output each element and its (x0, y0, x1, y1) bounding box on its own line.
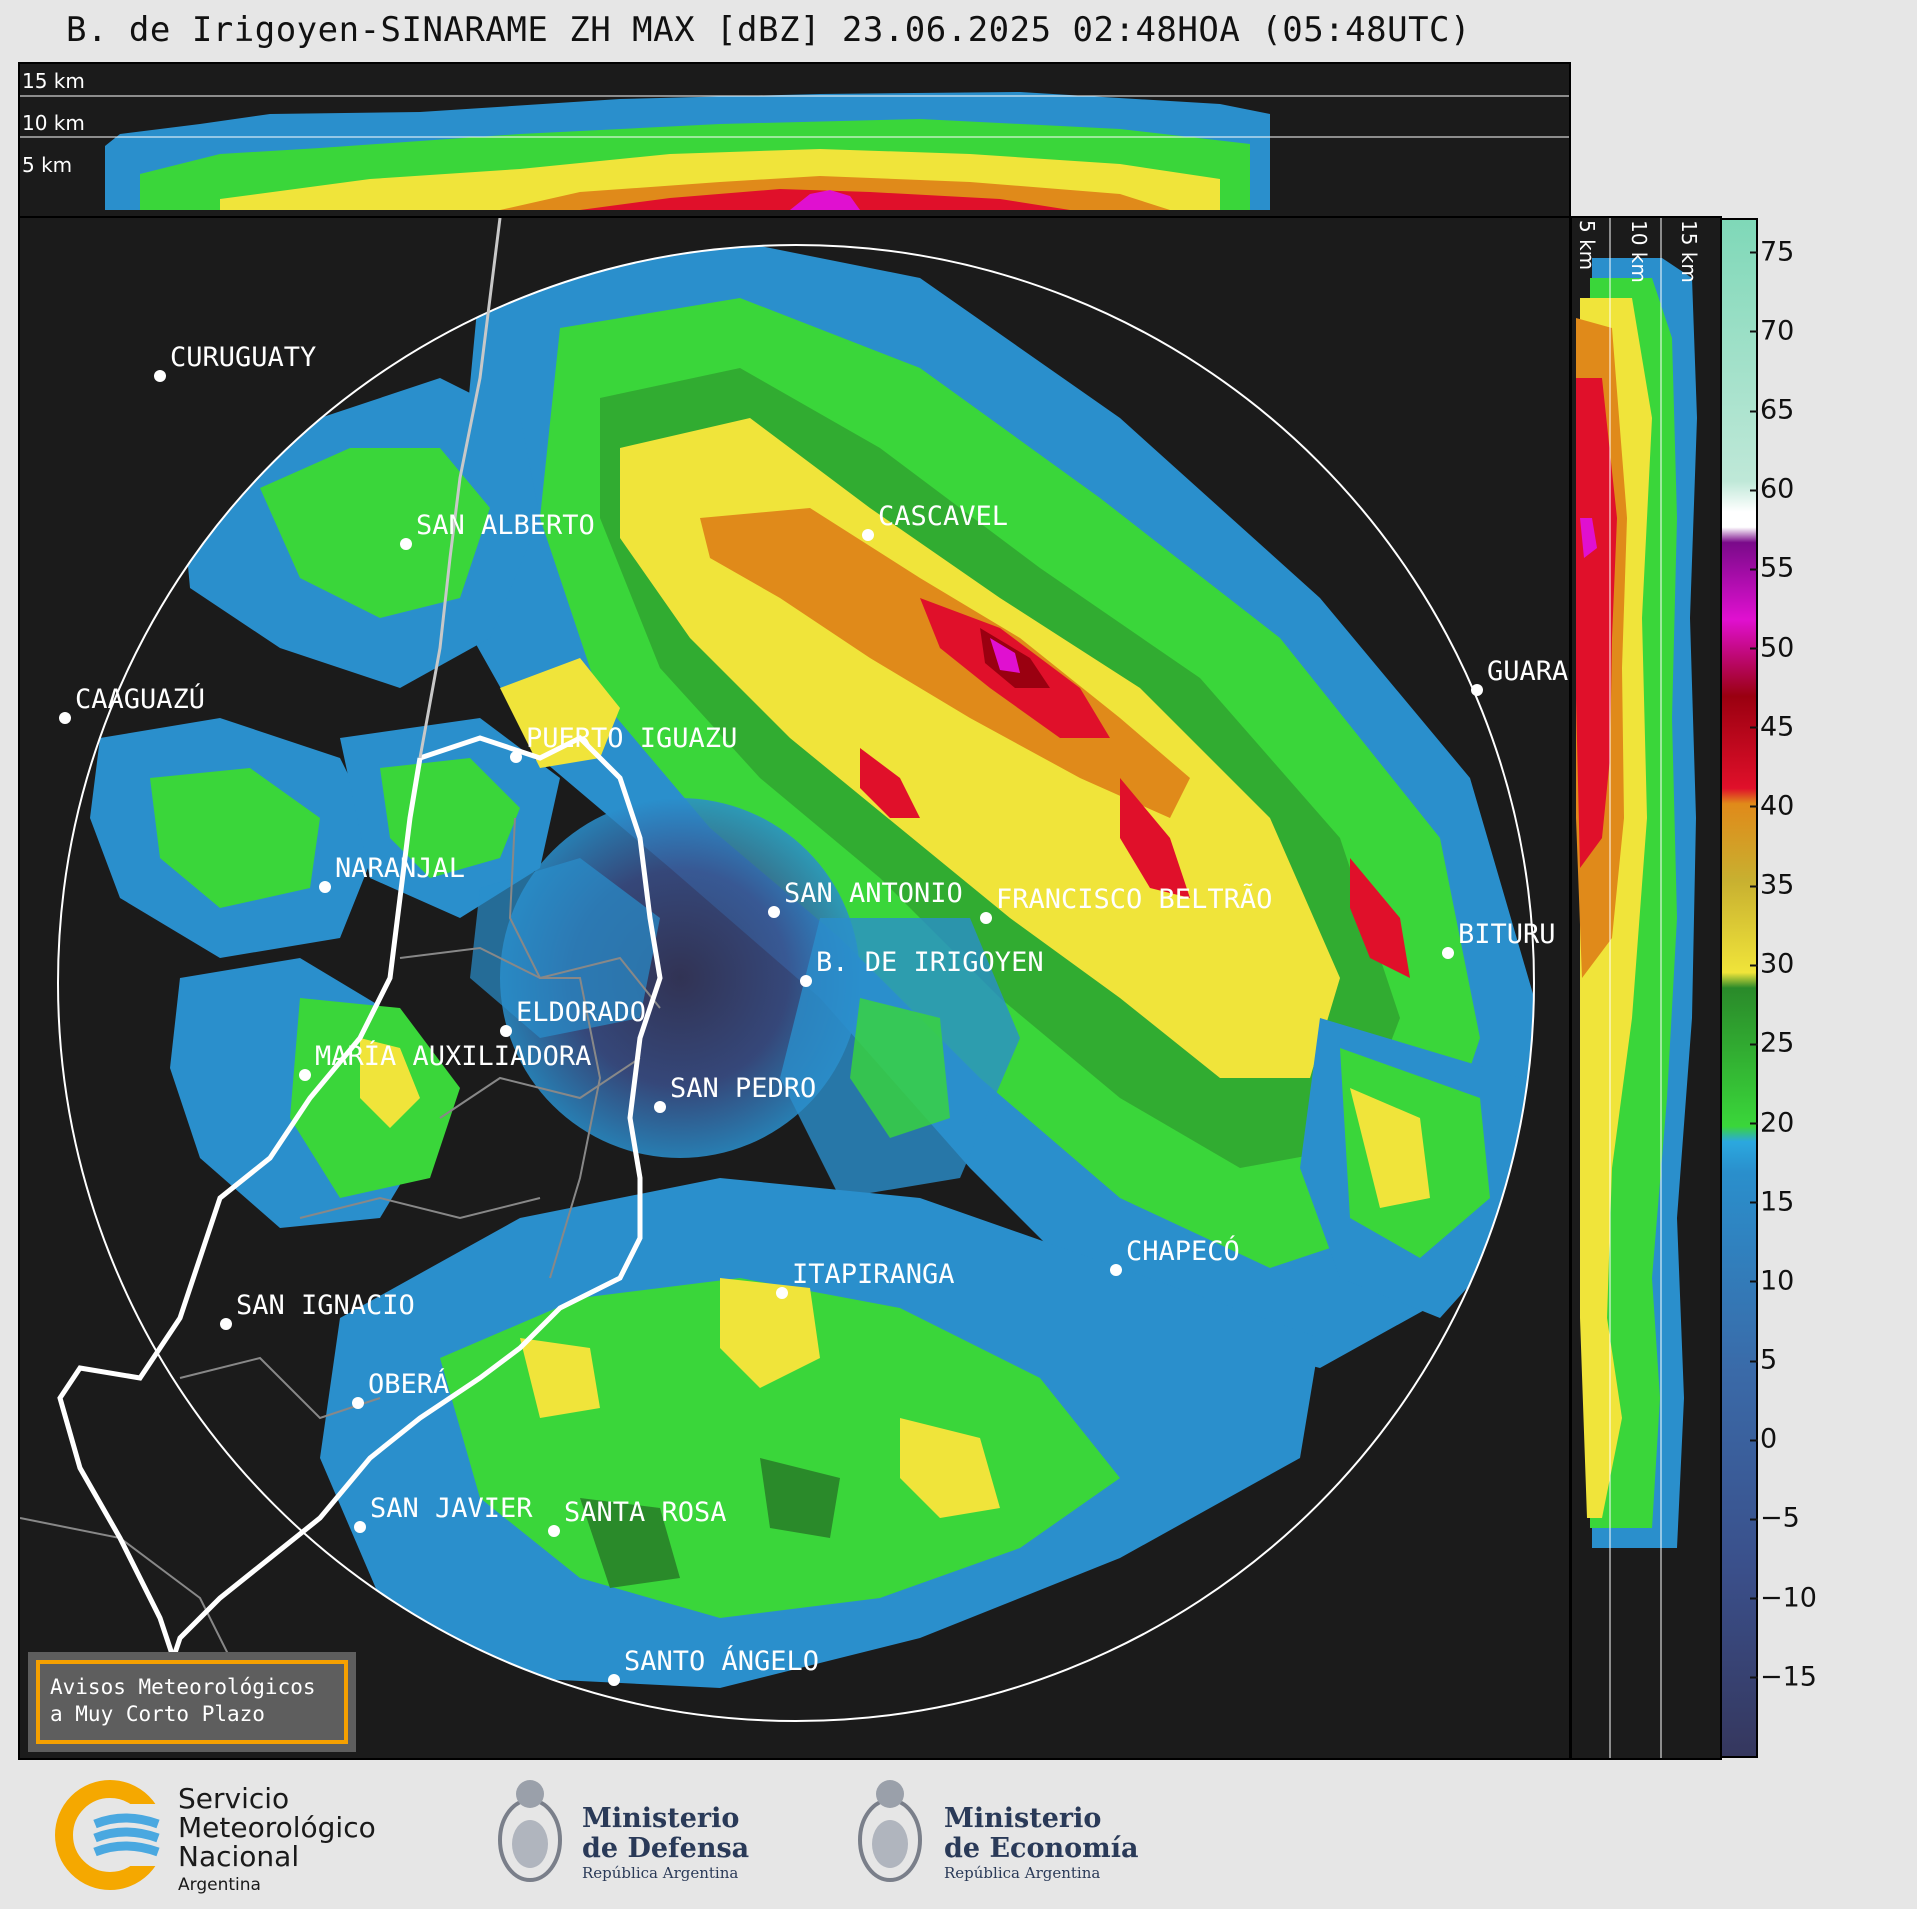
colorbar-tick: 15 (1749, 1186, 1795, 1218)
top-altitude-15km: 15 km (22, 69, 85, 93)
colorbar-tick: 55 (1749, 552, 1795, 584)
colorbar-tick: 20 (1749, 1107, 1795, 1139)
city-dot (500, 1025, 512, 1037)
radar-map: CURUGUATY SAN ALBERTO CASCAVEL CAAGUAZÚ GUAR… (18, 216, 1571, 1760)
city-label: SANTA ROSA (564, 1497, 727, 1528)
colorbar-tick: 40 (1749, 790, 1795, 822)
city-dot (1442, 947, 1454, 959)
city-dot (862, 529, 874, 541)
city-dot (608, 1674, 620, 1686)
city-label: BITURU (1458, 919, 1556, 950)
colorbar-tick: 65 (1749, 394, 1795, 426)
colorbar-tick: 60 (1749, 473, 1795, 505)
colorbar-tick: −5 (1750, 1502, 1800, 1534)
city-label: FRANCISCO BELTRÃO (996, 883, 1272, 915)
city-dot (154, 370, 166, 382)
city-dot (510, 751, 522, 763)
city-dot (548, 1525, 560, 1537)
city-dot (352, 1397, 364, 1409)
side-altitude-profile: 5 km 10 km 15 km (1570, 216, 1722, 1760)
smn-logo-icon (55, 1780, 170, 1890)
city-dot (59, 712, 71, 724)
city-dot (220, 1318, 232, 1330)
river-borders (57, 734, 663, 1699)
colorbar-tick: 10 (1749, 1265, 1795, 1297)
colorbar-tick: 50 (1749, 632, 1795, 664)
city-label: NARANJAL (335, 853, 465, 884)
city-label: SAN ALBERTO (416, 510, 595, 541)
defensa-seal-icon (498, 1780, 562, 1882)
side-altitude-10km: 10 km (1627, 220, 1651, 283)
colorbar-tick: 25 (1749, 1027, 1795, 1059)
side-profile-graphic: 5 km 10 km 15 km (1575, 218, 1701, 1758)
city-label: CAAGUAZÚ (75, 683, 205, 715)
top-profile-graphic: 15 km 10 km 5 km (20, 69, 1569, 210)
city-dot (776, 1287, 788, 1299)
top-altitude-5km: 5 km (22, 153, 72, 177)
city-label: SAN IGNACIO (236, 1290, 415, 1321)
colorbar-tick: 5 (1749, 1344, 1778, 1376)
top-altitude-profile: 15 km 10 km 5 km (18, 62, 1571, 218)
city-dot (654, 1101, 666, 1113)
city-label: SAN JAVIER (370, 1493, 533, 1524)
city-label: CHAPECÓ (1126, 1235, 1240, 1267)
city-label: CASCAVEL (878, 501, 1008, 532)
city-label: GUARA (1487, 656, 1568, 687)
city-dot (1471, 684, 1483, 696)
colorbar-tick: 0 (1749, 1423, 1778, 1455)
city-label: SANTO ÁNGELO (624, 1645, 819, 1677)
colorbar-tick: −10 (1750, 1582, 1817, 1614)
city-dot (1110, 1264, 1122, 1276)
city-label: ITAPIRANGA (792, 1259, 955, 1290)
map-title: B. de Irigoyen-SINARAME ZH MAX [dBZ] 23.… (66, 10, 1471, 50)
warning-text: Avisos Meteorológicos a Muy Corto Plazo (36, 1660, 348, 1744)
radar-map-graphic: CURUGUATY SAN ALBERTO CASCAVEL CAAGUAZÚ GUAR… (20, 218, 1568, 1722)
city-label: MARÍA AUXILIADORA (315, 1040, 591, 1072)
province-borders (20, 817, 661, 1679)
city-dot (319, 881, 331, 893)
city-label: ELDORADO (516, 997, 646, 1028)
city-label: SAN ANTONIO (784, 878, 963, 909)
reflectivity-layer (90, 245, 1534, 1688)
city-label: PUERTO IGUAZU (526, 723, 737, 754)
city-label: CURUGUATY (170, 342, 316, 373)
city-dot (354, 1521, 366, 1533)
smn-logo-text: Servicio Meteorológico Nacional Argentin… (178, 1782, 376, 1895)
warning-line-1: Avisos Meteorológicos (50, 1675, 316, 1699)
city-label: SAN PEDRO (670, 1073, 816, 1104)
colorbar-tick: 70 (1749, 315, 1795, 347)
colorbar-tick: 30 (1749, 948, 1795, 980)
economia-seal-icon (858, 1780, 922, 1882)
city-label: B. DE IRIGOYEN (816, 947, 1044, 978)
footer-logos (55, 1780, 922, 1890)
city-dot (400, 538, 412, 550)
national-border (418, 218, 502, 759)
city-dot (800, 975, 812, 987)
city-label: OBERÁ (368, 1368, 449, 1400)
colorbar-tick: 75 (1749, 236, 1795, 268)
city-dot (980, 912, 992, 924)
top-altitude-10km: 10 km (22, 111, 85, 135)
colorbar-tick: 45 (1749, 711, 1795, 743)
dbz-colorbar (1720, 218, 1758, 1758)
colorbar-tick: −15 (1750, 1661, 1817, 1693)
economia-logo-text: Ministerio de Economía República Argenti… (944, 1803, 1139, 1883)
city-dot (299, 1069, 311, 1081)
side-altitude-5km: 5 km (1575, 220, 1599, 270)
side-altitude-15km: 15 km (1677, 220, 1701, 283)
defensa-logo-text: Ministerio de Defensa República Argentin… (582, 1803, 750, 1883)
city-markers: CURUGUATY SAN ALBERTO CASCAVEL CAAGUAZÚ GUAR… (59, 342, 1568, 1686)
warning-line-2: a Muy Corto Plazo (50, 1702, 265, 1726)
city-dot (768, 906, 780, 918)
colorbar-tick: 35 (1749, 869, 1795, 901)
warning-box: Avisos Meteorológicos a Muy Corto Plazo (28, 1652, 356, 1752)
